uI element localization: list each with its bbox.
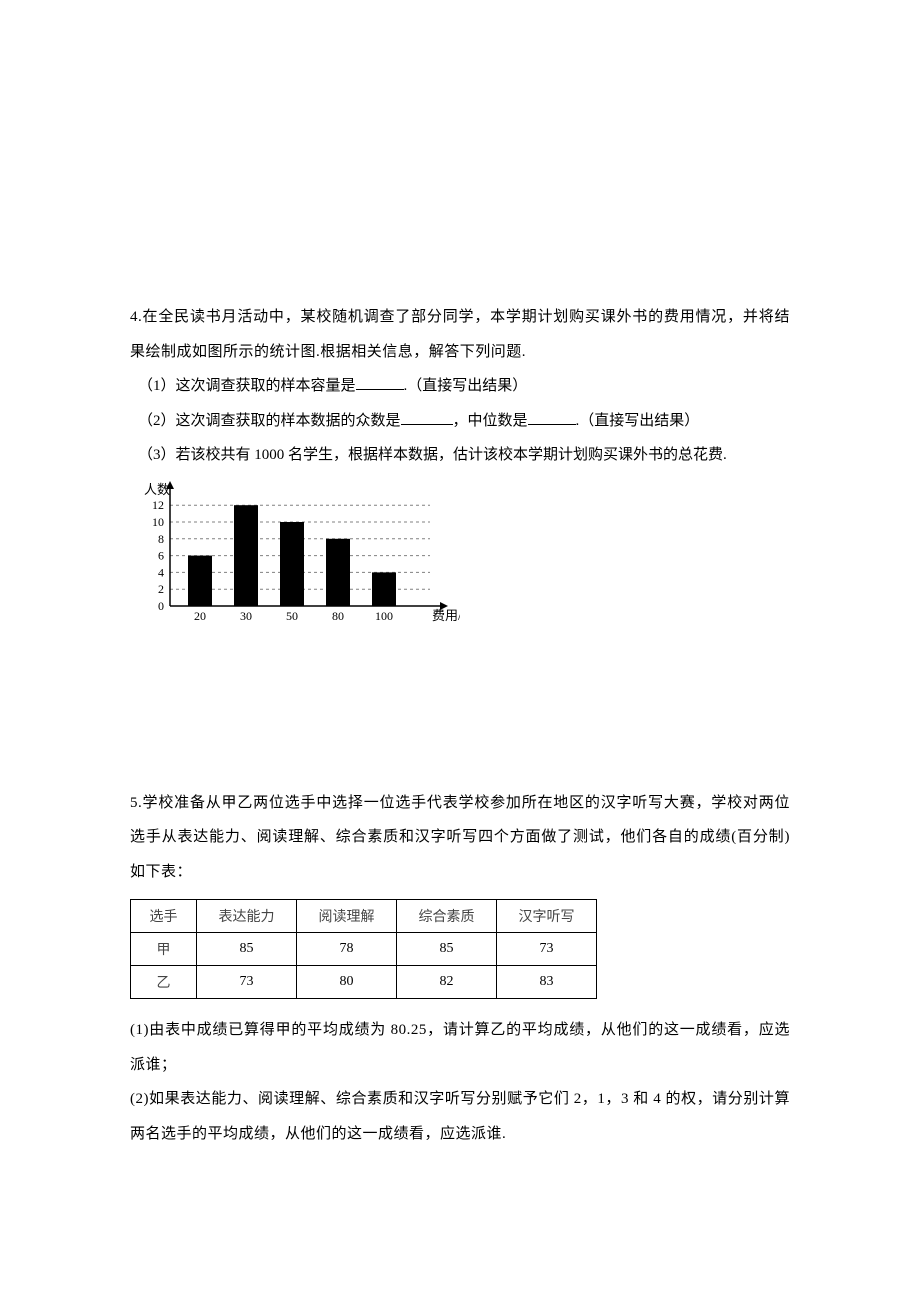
q4-sub3: （3）若该校共有 1000 名学生，根据样本数据，估计该校本学期计划购买课外书的…	[130, 438, 790, 473]
cell: 78	[297, 933, 397, 966]
svg-text:30: 30	[240, 609, 252, 623]
th-dictation: 汉字听写	[497, 900, 597, 933]
cell: 73	[497, 933, 597, 966]
scores-table: 选手 表达能力 阅读理解 综合素质 汉字听写 甲 85 78 85 73 乙 7…	[130, 899, 597, 999]
svg-text:12: 12	[152, 498, 164, 512]
q4-sub2: （2）这次调查获取的样本数据的众数是 ，中位数是 .（直接写出结果）	[130, 404, 790, 439]
cell-player: 乙	[131, 966, 197, 999]
svg-text:100: 100	[375, 609, 393, 623]
cell: 85	[197, 933, 297, 966]
chart-svg: 0 2 4 6 8 10 12 20 30 50 80 100 费用/元	[130, 481, 460, 626]
q4-sub1: （1）这次调查获取的样本容量是 .（直接写出结果）	[130, 369, 790, 404]
bar-chart: 人数 0 2 4 6 8 10 12 20 30 50 80 100 费用/元	[130, 481, 460, 626]
table-row: 甲 85 78 85 73	[131, 933, 597, 966]
q4-sub1-b: .（直接写出结果）	[404, 378, 528, 394]
q5-prompt: 5.学校准备从甲乙两位选手中选择一位选手代表学校参加所在地区的汉字听写大赛，学校…	[130, 786, 790, 890]
table-header-row: 选手 表达能力 阅读理解 综合素质 汉字听写	[131, 900, 597, 933]
svg-text:2: 2	[158, 582, 164, 596]
q5-sub2: (2)如果表达能力、阅读理解、综合素质和汉字听写分别赋予它们 2，1，3 和 4…	[130, 1082, 790, 1151]
q4-sub1-a: （1）这次调查获取的样本容量是	[138, 378, 356, 394]
blank	[401, 410, 453, 425]
q4-sub2-c: .（直接写出结果）	[576, 413, 700, 429]
svg-text:0: 0	[158, 599, 164, 613]
table-row: 乙 73 80 82 83	[131, 966, 597, 999]
cell: 82	[397, 966, 497, 999]
th-ability: 表达能力	[197, 900, 297, 933]
q4-sub2-a: （2）这次调查获取的样本数据的众数是	[138, 413, 401, 429]
th-player: 选手	[131, 900, 197, 933]
q4-sub2-b: ，中位数是	[453, 413, 528, 429]
svg-text:8: 8	[158, 531, 164, 545]
cell: 73	[197, 966, 297, 999]
svg-text:20: 20	[194, 609, 206, 623]
svg-text:80: 80	[332, 609, 344, 623]
svg-text:4: 4	[158, 565, 164, 579]
blank	[528, 410, 576, 425]
q4-prompt: 4.在全民读书月活动中，某校随机调查了部分同学，本学期计划购买课外书的费用情况，…	[130, 300, 790, 369]
cell: 80	[297, 966, 397, 999]
blank	[356, 375, 404, 390]
cell: 85	[397, 933, 497, 966]
cell-player: 甲	[131, 933, 197, 966]
svg-text:6: 6	[158, 548, 164, 562]
q5-sub1: (1)由表中成绩已算得甲的平均成绩为 80.25，请计算乙的平均成绩，从他们的这…	[130, 1013, 790, 1082]
svg-text:50: 50	[286, 609, 298, 623]
cell: 83	[497, 966, 597, 999]
th-reading: 阅读理解	[297, 900, 397, 933]
th-quality: 综合素质	[397, 900, 497, 933]
svg-text:费用/元: 费用/元	[432, 608, 460, 623]
chart-ylabel: 人数	[144, 479, 170, 498]
svg-text:10: 10	[152, 515, 164, 529]
